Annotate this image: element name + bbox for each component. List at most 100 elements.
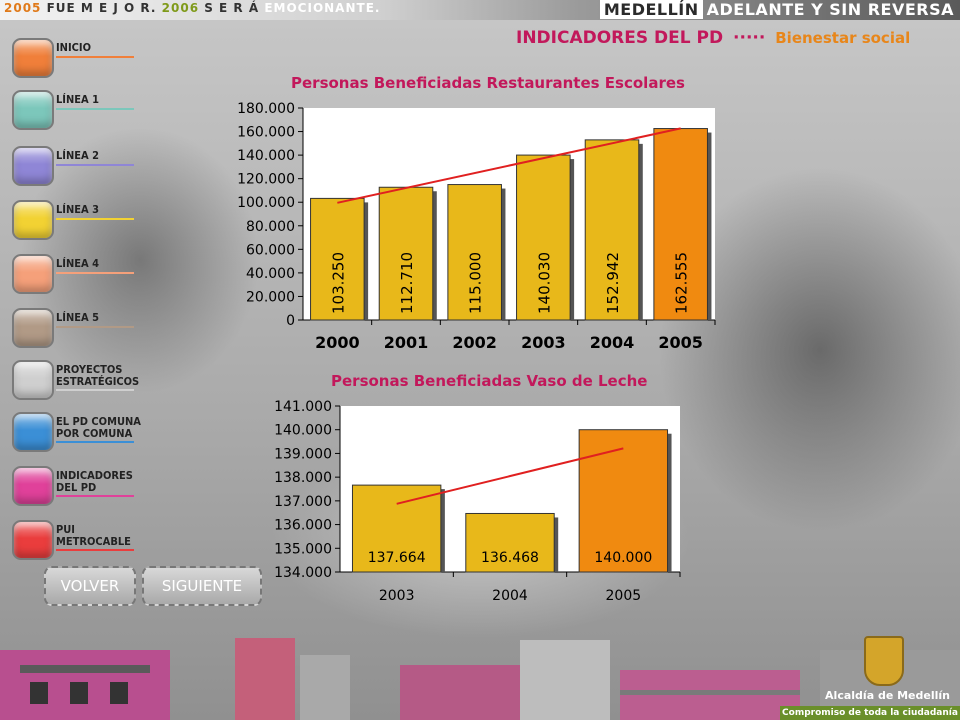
trend-line (396, 447, 624, 505)
sidebar-button-icon[interactable] (12, 412, 54, 452)
sidebar-button-icon[interactable] (12, 38, 54, 78)
sidebar-button-icon[interactable] (12, 90, 54, 130)
x-tick-label: 2004 (492, 588, 528, 603)
sidebar-item-underline (56, 495, 134, 497)
sidebar-item-1[interactable]: INICIO (12, 36, 142, 80)
slogan-text-1: FUE M E J O R. (46, 1, 157, 15)
sidebar-item-3[interactable]: LÍNEA 2 (12, 144, 142, 188)
title-separator: ····· (733, 28, 766, 48)
bar-value-label: 152.942 (604, 252, 622, 314)
x-tick-label: 2000 (315, 333, 360, 352)
sidebar-item-7[interactable]: PROYECTOS ESTRATÉGICOS (12, 358, 142, 402)
y-tick-label: 120.000 (237, 172, 295, 188)
y-tick-label: 0 (286, 313, 295, 329)
bar-value-label: 140.000 (594, 550, 652, 566)
sidebar-button-icon[interactable] (12, 360, 54, 400)
sidebar-button-icon[interactable] (12, 146, 54, 186)
bar (653, 128, 708, 321)
sidebar-button-icon[interactable] (12, 466, 54, 506)
brand-logo: MEDELLÍN ADELANTE Y SIN REVERSA (599, 0, 954, 19)
x-tick-label: 2003 (521, 333, 566, 352)
top-slogan: 2005 FUE M E J O R. 2006 S E R Á EMOCION… (4, 1, 380, 15)
sidebar-item-label: LÍNEA 2 (56, 149, 100, 162)
sidebar-item-label: LÍNEA 4 (56, 257, 100, 270)
bar (351, 484, 442, 573)
x-tick-label: 2002 (452, 333, 497, 352)
x-tick-label: 2005 (606, 588, 642, 603)
sidebar-button-icon[interactable] (12, 520, 54, 560)
plot-area (303, 108, 715, 320)
y-tick-label: 160.000 (237, 125, 295, 141)
chart1-title: Personas Beneficiadas Restaurantes Escol… (291, 74, 685, 92)
sidebar-item-label: LÍNEA 3 (56, 203, 100, 216)
sidebar-item-underline (56, 272, 134, 274)
slogan-text-3: EMOCIONANTE. (264, 1, 381, 15)
sidebar-item-6[interactable]: LÍNEA 5 (12, 306, 142, 350)
city-buildings (0, 638, 960, 720)
bar (378, 186, 434, 321)
sidebar-item-label: INICIO (56, 41, 91, 54)
y-tick-label: 136.000 (274, 518, 332, 534)
x-tick-label: 2001 (384, 333, 429, 352)
sidebar-item-underline (56, 218, 134, 220)
sidebar-item-underline (56, 108, 134, 110)
y-tick-label: 135.000 (274, 541, 332, 557)
bar-value-label: 140.030 (535, 252, 553, 314)
page-title-text: INDICADORES DEL PD (516, 28, 724, 48)
sidebar-item-2[interactable]: LÍNEA 1 (12, 88, 142, 132)
brand-slogan: ADELANTE Y SIN REVERSA (706, 0, 954, 19)
y-tick-label: 180.000 (237, 101, 295, 117)
y-tick-label: 100.000 (237, 195, 295, 211)
bar-value-label: 162.555 (673, 252, 691, 314)
bar-value-label: 137.664 (368, 550, 426, 566)
y-tick-label: 20.000 (246, 289, 295, 305)
y-tick-label: 40.000 (246, 266, 295, 282)
sidebar-item-5[interactable]: LÍNEA 4 (12, 252, 142, 296)
back-button[interactable]: VOLVER (44, 566, 136, 606)
sidebar-item-underline (56, 326, 134, 328)
sidebar-button-icon[interactable] (12, 308, 54, 348)
trend-line (337, 127, 681, 204)
sidebar-item-label: EL PD COMUNA POR COMUNA (56, 415, 141, 440)
top-banner: 2005 FUE M E J O R. 2006 S E R Á EMOCION… (0, 0, 960, 20)
alcaldia-name: Alcaldía de Medellín (825, 689, 950, 702)
restaurant-chart: 0 20.000 40.000 60.000 80.000 100.000 120.000 1… (237, 101, 716, 352)
bar (310, 197, 365, 321)
page-subtitle: Bienestar social (775, 29, 911, 47)
y-tick-label: 140.000 (274, 423, 332, 439)
slogan-year-2: 2006 (161, 1, 200, 15)
sidebar-item-underline (56, 441, 134, 443)
bar (516, 154, 571, 321)
bar (578, 429, 669, 573)
x-tick-label: 2003 (379, 588, 415, 603)
y-tick-label: 134.000 (274, 565, 332, 581)
y-tick-label: 80.000 (246, 219, 295, 235)
sidebar-item-underline (56, 389, 134, 391)
bar-value-label: 136.468 (481, 550, 539, 566)
sidebar-item-label: PROYECTOS ESTRATÉGICOS (56, 363, 140, 388)
bar (584, 139, 640, 321)
sidebar-item-4[interactable]: LÍNEA 3 (12, 198, 142, 242)
y-tick-label: 60.000 (246, 242, 295, 258)
bar-value-label: 103.250 (329, 252, 347, 314)
milk-chart: 134.000 135.000 136.000 137.000 138.000 139.0… (274, 399, 681, 603)
sidebar-item-8[interactable]: EL PD COMUNA POR COMUNA (12, 410, 142, 454)
y-tick-label: 138.000 (274, 470, 332, 486)
sidebar-button-icon[interactable] (12, 200, 54, 240)
bar-value-label: 112.710 (398, 252, 416, 314)
brand-city: MEDELLÍN (599, 0, 703, 19)
alcaldia-tagline: Compromiso de toda la ciudadanía (780, 706, 960, 720)
x-tick-label: 2005 (658, 333, 703, 352)
sidebar-button-icon[interactable] (12, 254, 54, 294)
y-tick-label: 137.000 (274, 494, 332, 510)
sidebar-item-10[interactable]: PUI METROCABLE (12, 518, 142, 562)
chart2-title: Personas Beneficiadas Vaso de Leche (331, 372, 648, 390)
y-tick-label: 141.000 (274, 399, 332, 415)
sidebar-item-9[interactable]: INDICADORES DEL PD (12, 464, 142, 508)
sidebar-item-underline (56, 56, 134, 58)
city-shield-logo (864, 636, 904, 686)
next-button[interactable]: SIGUIENTE (142, 566, 262, 606)
y-tick-label: 139.000 (274, 446, 332, 462)
bar (465, 512, 555, 573)
page-title: INDICADORES DEL PD ····· Bienestar socia… (516, 28, 910, 48)
